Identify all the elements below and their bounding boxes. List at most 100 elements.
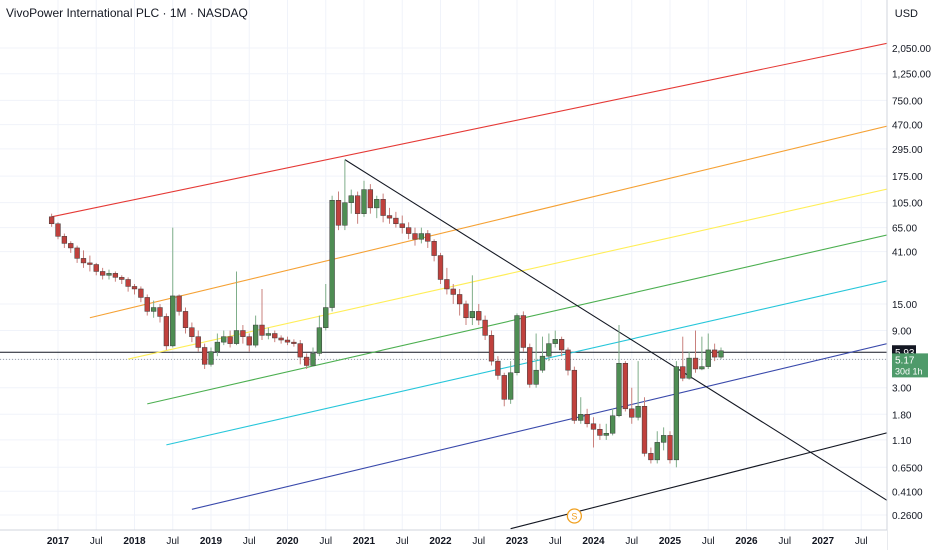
- candle-up[interactable]: [539, 355, 546, 371]
- candle-down[interactable]: [425, 233, 431, 242]
- candle-down[interactable]: [176, 295, 182, 312]
- candle-down[interactable]: [131, 286, 138, 290]
- candle-down[interactable]: [667, 435, 673, 461]
- candle-up[interactable]: [635, 406, 641, 418]
- candle-down[interactable]: [456, 294, 463, 305]
- candle-down[interactable]: [303, 356, 310, 366]
- candle-up[interactable]: [252, 324, 259, 346]
- candle-down[interactable]: [291, 341, 297, 344]
- candle-up[interactable]: [374, 199, 380, 209]
- candle-down[interactable]: [163, 316, 170, 347]
- candle-down[interactable]: [386, 215, 393, 219]
- candle-down[interactable]: [520, 315, 527, 348]
- candle-up[interactable]: [310, 353, 316, 366]
- candle-down[interactable]: [399, 223, 405, 228]
- trend-line[interactable]: [147, 233, 894, 405]
- candle-down[interactable]: [138, 288, 144, 298]
- candle-up[interactable]: [329, 199, 335, 308]
- candle-down[interactable]: [55, 223, 61, 237]
- candle-down[interactable]: [157, 307, 163, 317]
- candle-down[interactable]: [335, 199, 342, 226]
- candle-up[interactable]: [718, 350, 724, 358]
- candle-down[interactable]: [80, 258, 87, 264]
- candle-down[interactable]: [692, 357, 699, 370]
- candle-down[interactable]: [278, 337, 284, 341]
- candle-down[interactable]: [629, 408, 635, 418]
- candle-down[interactable]: [590, 423, 597, 430]
- candle-down[interactable]: [284, 339, 291, 343]
- trend-line[interactable]: [89, 124, 894, 319]
- candle-down[interactable]: [597, 429, 603, 436]
- candle-up[interactable]: [361, 189, 367, 214]
- candle-up[interactable]: [507, 372, 514, 400]
- candle-down[interactable]: [412, 233, 418, 240]
- candle-down[interactable]: [584, 414, 590, 425]
- candle-up[interactable]: [686, 357, 692, 379]
- candle-up[interactable]: [603, 433, 609, 436]
- candle-down[interactable]: [272, 333, 278, 339]
- candle-down[interactable]: [182, 311, 189, 328]
- candle-down[interactable]: [119, 277, 125, 280]
- candle-up[interactable]: [342, 202, 348, 226]
- candle-up[interactable]: [699, 366, 705, 370]
- candle-down[interactable]: [711, 349, 718, 358]
- candle-up[interactable]: [221, 336, 227, 343]
- candle-down[interactable]: [189, 327, 195, 337]
- candle-up[interactable]: [233, 330, 240, 344]
- candle-down[interactable]: [488, 335, 495, 362]
- candle-down[interactable]: [48, 216, 55, 225]
- candle-up[interactable]: [578, 414, 584, 421]
- candle-down[interactable]: [431, 241, 437, 256]
- candle-down[interactable]: [99, 271, 106, 276]
- candle-up[interactable]: [514, 315, 520, 373]
- trend-line[interactable]: [191, 341, 894, 510]
- candle-down[interactable]: [622, 362, 629, 410]
- candle-up[interactable]: [106, 273, 112, 276]
- candle-up[interactable]: [546, 343, 552, 357]
- candle-down[interactable]: [93, 264, 99, 272]
- candle-up[interactable]: [170, 295, 176, 347]
- candle-down[interactable]: [246, 336, 252, 346]
- candle-down[interactable]: [227, 336, 233, 344]
- candle-down[interactable]: [125, 279, 131, 287]
- candle-down[interactable]: [297, 343, 303, 358]
- candle-up[interactable]: [348, 195, 354, 203]
- candle-down[interactable]: [367, 189, 374, 209]
- candle-up[interactable]: [418, 233, 425, 240]
- candle-down[interactable]: [405, 227, 412, 234]
- candle-down[interactable]: [87, 262, 93, 265]
- candle-down[interactable]: [240, 330, 246, 337]
- candle-down[interactable]: [195, 336, 201, 348]
- candle-up[interactable]: [150, 307, 157, 312]
- candle-down[interactable]: [648, 453, 654, 461]
- candle-down[interactable]: [565, 349, 571, 371]
- candle-down[interactable]: [571, 369, 578, 421]
- candle-up[interactable]: [316, 327, 323, 354]
- candle-up[interactable]: [660, 435, 667, 443]
- candle-down[interactable]: [476, 311, 482, 321]
- candle-up[interactable]: [705, 349, 711, 367]
- candle-up[interactable]: [469, 311, 476, 319]
- candle-down[interactable]: [380, 199, 386, 216]
- candle-down[interactable]: [74, 247, 80, 259]
- candle-down[interactable]: [527, 347, 533, 385]
- candle-down[interactable]: [444, 279, 450, 290]
- candle-up[interactable]: [673, 366, 680, 461]
- candle-down[interactable]: [354, 195, 361, 214]
- candle-down[interactable]: [495, 360, 501, 376]
- candle-up[interactable]: [616, 362, 622, 417]
- candle-down[interactable]: [450, 288, 456, 295]
- candle-down[interactable]: [437, 255, 444, 280]
- candle-down[interactable]: [144, 297, 150, 312]
- candle-down[interactable]: [680, 366, 686, 379]
- candle-up[interactable]: [654, 442, 660, 461]
- candle-down[interactable]: [558, 339, 565, 351]
- candle-down[interactable]: [641, 406, 648, 454]
- candle-up[interactable]: [323, 307, 329, 328]
- candle-up[interactable]: [214, 341, 221, 352]
- trend-line[interactable]: [51, 41, 894, 218]
- candle-up[interactable]: [533, 369, 539, 385]
- candle-down[interactable]: [112, 273, 119, 278]
- candle-up[interactable]: [208, 351, 214, 365]
